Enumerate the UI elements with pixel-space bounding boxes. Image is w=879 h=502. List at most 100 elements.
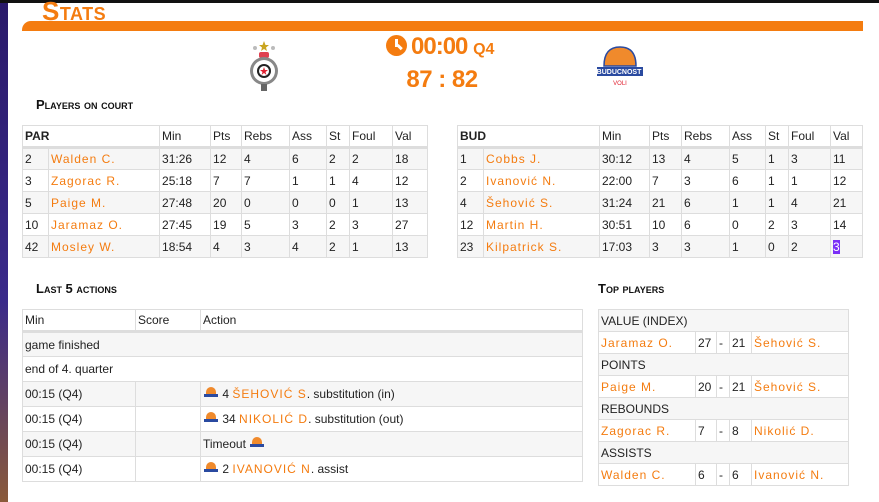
st: 0: [765, 235, 789, 258]
player-name[interactable]: Šehović S.: [483, 191, 600, 214]
val: 21: [830, 191, 863, 214]
action-text: game finished: [22, 331, 583, 357]
val: 14: [830, 213, 863, 236]
leader-row: Jaramaz O. 27-21 Šehović S.: [598, 331, 850, 354]
player-row: 2 Ivanović N. 22:00 7 3 6 1 1 12: [457, 169, 863, 192]
title-bar: [22, 21, 863, 31]
foul: 1: [349, 191, 394, 214]
player-name[interactable]: Ivanović N.: [483, 169, 600, 192]
rebs: 3: [681, 235, 730, 258]
player-name[interactable]: Jaramaz O.: [47, 213, 161, 236]
number: 23: [457, 235, 484, 258]
rebs: 6: [681, 213, 730, 236]
col-val: Val: [830, 125, 863, 149]
number: 5: [22, 191, 49, 214]
home-players-table: PAR Min Pts Rebs Ass St Foul Val 2 Walden C. 31:26…: [21, 125, 429, 258]
col-foul: Foul: [349, 125, 394, 149]
col-foul: Foul: [788, 125, 831, 149]
home-leader[interactable]: Jaramaz O.: [598, 331, 696, 354]
home-leader[interactable]: Walden C.: [598, 463, 696, 486]
action-min: 00:15 (Q4): [22, 381, 136, 407]
col-min: Min: [22, 309, 136, 333]
away-leader[interactable]: Šehović S.: [750, 375, 850, 398]
val: 11: [830, 147, 863, 170]
st: 2: [326, 235, 351, 258]
ass: 5: [729, 147, 766, 170]
pts: 13: [649, 147, 682, 170]
rebs: 7: [241, 169, 291, 192]
player-name[interactable]: Paige M.: [47, 191, 161, 214]
category-row: ASSISTS: [597, 441, 850, 464]
st: 1: [765, 169, 789, 192]
col-action: Action: [200, 309, 583, 333]
ass: 0: [289, 191, 328, 214]
home-leader[interactable]: Zagorac R.: [598, 419, 696, 442]
player-row: 42 Mosley W. 18:54 4 3 4 2 1 13: [22, 235, 429, 258]
category-label: REBOUNDS: [597, 397, 850, 420]
val: 3: [830, 235, 863, 258]
player-number: 2: [222, 461, 230, 476]
selected-text: 3: [833, 239, 840, 254]
col-score: Score: [135, 309, 201, 333]
rebs: 4: [241, 147, 291, 170]
val: 13: [392, 191, 429, 214]
foul: 4: [349, 169, 394, 192]
ass: 4: [289, 235, 328, 258]
pts: 20: [210, 191, 243, 214]
st: 1: [326, 169, 351, 192]
rebs: 5: [241, 213, 291, 236]
foul: 1: [349, 235, 394, 258]
clock-icon: [386, 35, 407, 56]
action-text: end of 4. quarter: [22, 356, 583, 382]
action-type: . substitution (in): [306, 386, 395, 401]
away-leader[interactable]: Šehović S.: [750, 331, 850, 354]
st: 2: [326, 147, 351, 170]
player-link[interactable]: NIKOLIĆ D: [239, 411, 309, 426]
player-name[interactable]: Zagorac R.: [47, 169, 161, 192]
action-desc: 34 NIKOLIĆ D. substitution (out): [200, 406, 583, 432]
col-pts: Pts: [210, 125, 243, 149]
top-players-heading: Top players: [598, 281, 665, 296]
team-logo-icon: [203, 412, 219, 426]
player-link[interactable]: IVANOVIĆ N: [232, 461, 311, 476]
pts: 7: [210, 169, 243, 192]
player-name[interactable]: Cobbs J.: [483, 147, 600, 170]
category-label: POINTS: [597, 353, 850, 376]
pts: 10: [649, 213, 682, 236]
player-link[interactable]: ŠEHOVIĆ S: [232, 386, 307, 401]
quarter: Q4: [473, 41, 495, 58]
player-row: 5 Paige M. 27:48 20 0 0 0 1 13: [22, 191, 429, 214]
category-label: VALUE (INDEX): [597, 309, 850, 332]
home-leader[interactable]: Paige M.: [598, 375, 696, 398]
st: 0: [326, 191, 351, 214]
player-name[interactable]: Kilpatrick S.: [483, 235, 600, 258]
rebs: 4: [681, 147, 730, 170]
rebs: 3: [681, 169, 730, 192]
ass: 1: [729, 191, 766, 214]
action-desc: 2 IVANOVIĆ N. assist: [200, 456, 583, 482]
player-row: 10 Jaramaz O. 27:45 19 5 3 2 3 27: [22, 213, 429, 236]
away-leader[interactable]: Nikolić D.: [750, 419, 850, 442]
away-value: 21: [729, 375, 752, 398]
player-name[interactable]: Martin H.: [483, 213, 600, 236]
pts: 19: [210, 213, 243, 236]
col-st: St: [765, 125, 789, 149]
player-name[interactable]: Mosley W.: [47, 235, 161, 258]
window-top-edge: [0, 0, 879, 3]
action-row: 00:15 (Q4) 4 ŠEHOVIĆ S. substitution (in…: [22, 381, 583, 407]
foul: 3: [788, 147, 831, 170]
action-row: 00:15 (Q4) Timeout: [22, 431, 583, 457]
number: 10: [22, 213, 49, 236]
action-type: . assist: [310, 461, 349, 476]
min: 31:24: [599, 191, 650, 214]
col-pts: Pts: [649, 125, 682, 149]
rebs: 0: [241, 191, 291, 214]
player-name[interactable]: Walden C.: [47, 147, 161, 170]
team-code: PAR: [21, 125, 161, 149]
col-rebs: Rebs: [681, 125, 730, 149]
player-row: 2 Walden C. 31:26 12 4 6 2 2 18: [22, 147, 429, 170]
st: 1: [765, 147, 789, 170]
away-players-table: BUD Min Pts Rebs Ass St Foul Val 1 Cobbs J. 30:12 1…: [457, 125, 863, 258]
col-val: Val: [392, 125, 429, 149]
away-leader[interactable]: Ivanović N.: [750, 463, 850, 486]
